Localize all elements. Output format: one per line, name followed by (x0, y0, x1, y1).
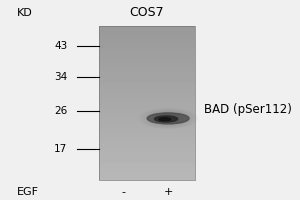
Ellipse shape (162, 116, 174, 120)
Ellipse shape (156, 114, 180, 122)
Text: 17: 17 (54, 144, 68, 154)
Text: EGF: EGF (16, 187, 38, 197)
Text: -: - (121, 187, 125, 197)
Text: 43: 43 (54, 41, 68, 51)
Text: 34: 34 (54, 72, 68, 82)
Text: COS7: COS7 (130, 5, 164, 19)
Ellipse shape (145, 110, 192, 126)
Ellipse shape (148, 112, 188, 125)
Ellipse shape (160, 116, 176, 121)
Ellipse shape (147, 113, 189, 124)
Ellipse shape (147, 111, 190, 126)
Text: KD: KD (16, 8, 32, 18)
Ellipse shape (158, 115, 178, 122)
Ellipse shape (159, 118, 171, 121)
Text: +: + (164, 187, 173, 197)
Ellipse shape (154, 114, 182, 123)
Ellipse shape (166, 118, 170, 119)
Text: BAD (pSer112): BAD (pSer112) (204, 102, 292, 116)
Ellipse shape (164, 117, 172, 120)
Text: 26: 26 (54, 106, 68, 116)
Ellipse shape (151, 112, 186, 124)
Bar (99, 26, 195, 180)
Ellipse shape (152, 113, 184, 124)
Ellipse shape (154, 116, 178, 122)
